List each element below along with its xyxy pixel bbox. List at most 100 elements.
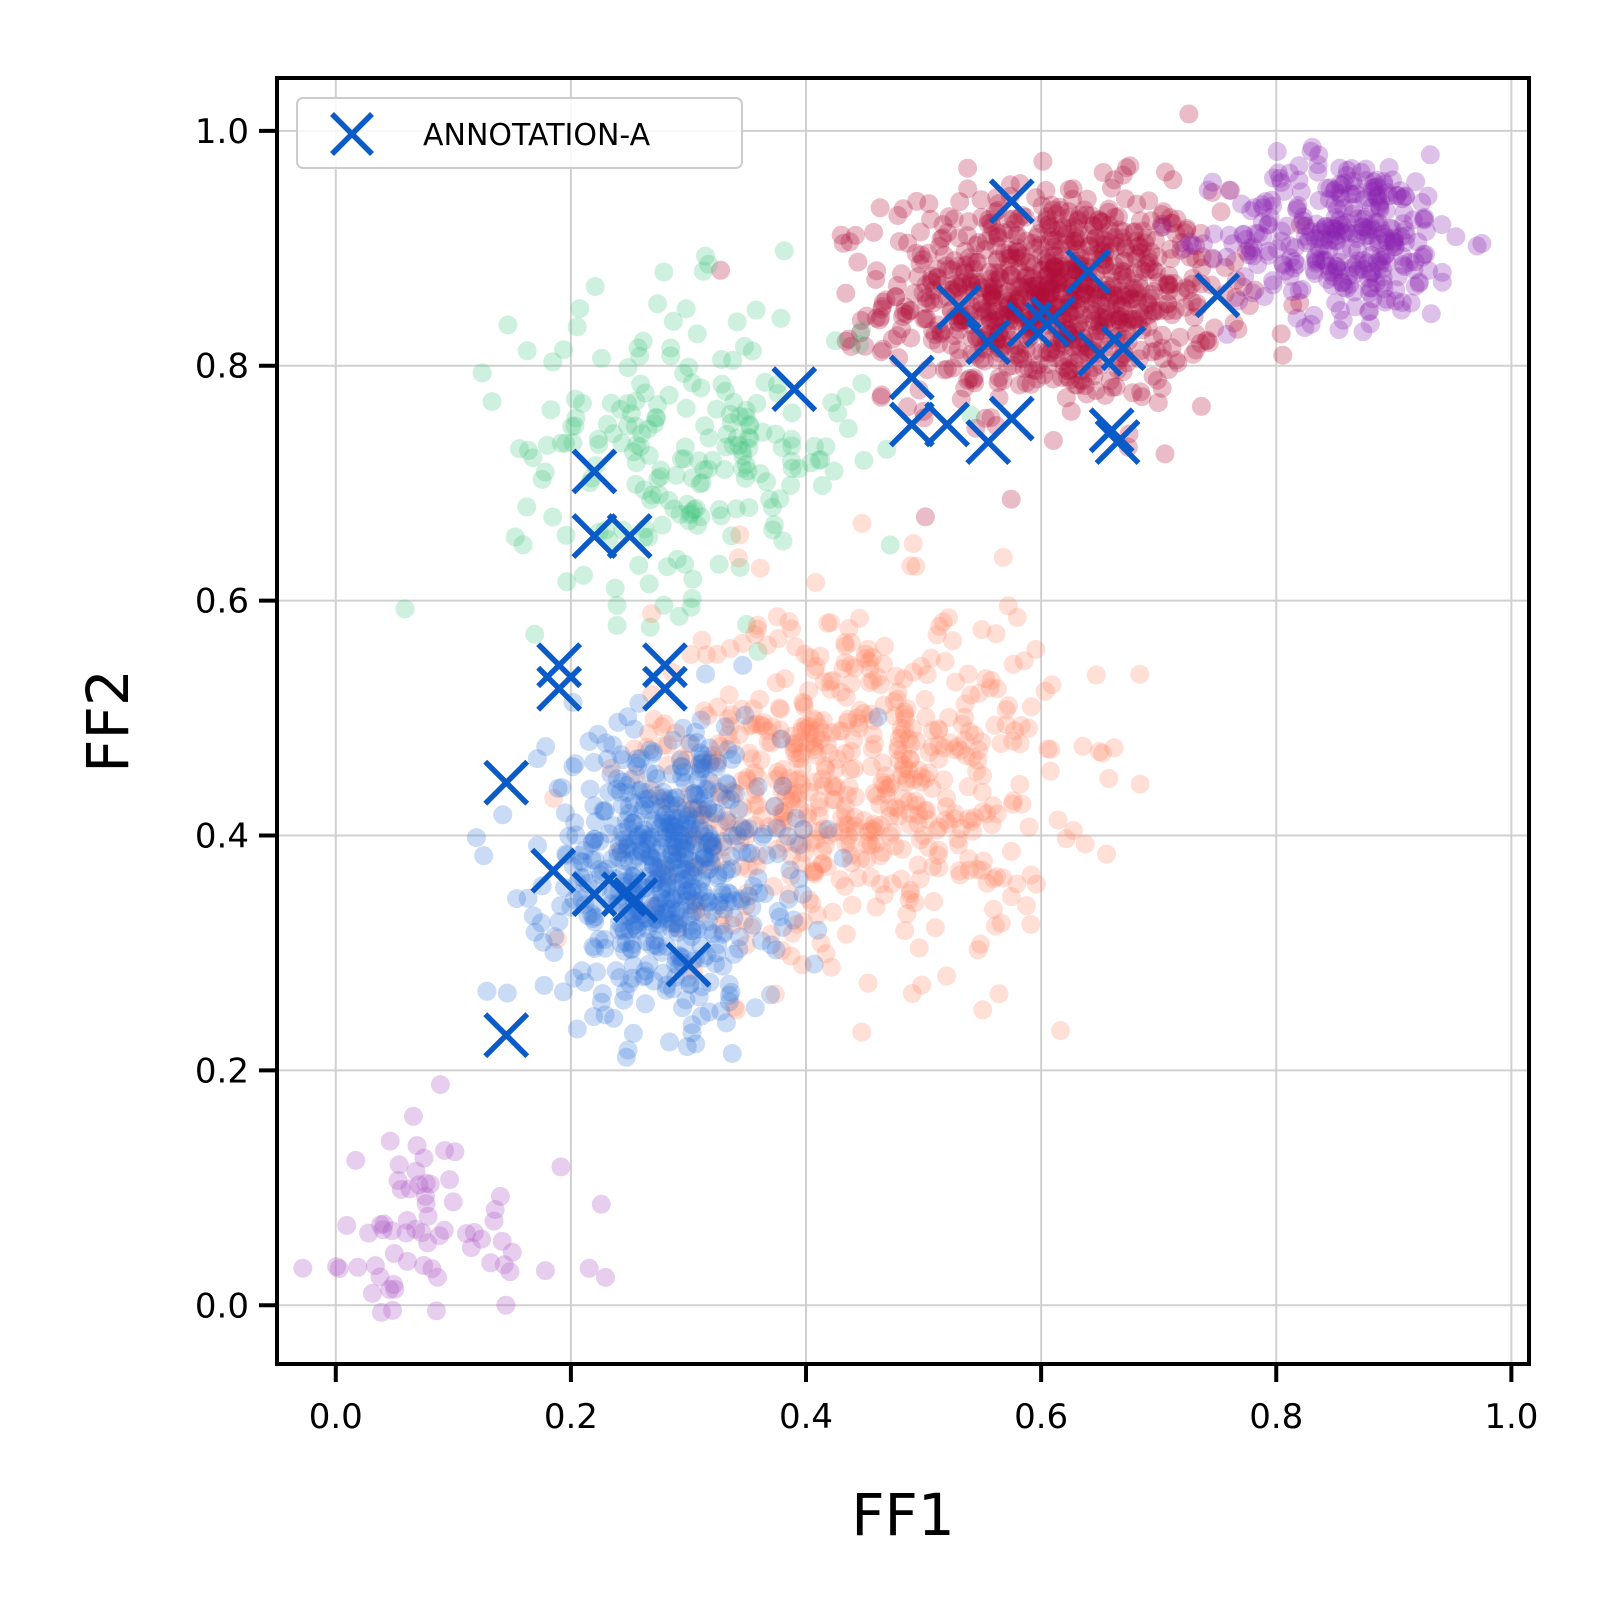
background-point [789, 835, 809, 855]
background-point [896, 304, 916, 324]
background-point [823, 670, 843, 690]
y-tick-label: 0.4 [195, 817, 249, 857]
background-point [989, 368, 1009, 388]
background-point [934, 245, 954, 265]
background-point [1404, 260, 1424, 280]
background-point [1057, 256, 1077, 276]
background-point [1040, 284, 1060, 304]
background-point [955, 694, 975, 714]
background-point [1285, 238, 1305, 258]
background-point [1079, 285, 1099, 305]
background-point [1041, 278, 1061, 298]
background-point [1152, 378, 1172, 398]
background-points [293, 104, 1492, 1322]
background-point [757, 845, 777, 865]
background-point [1432, 272, 1452, 292]
background-point [1358, 268, 1378, 288]
background-point [1071, 320, 1091, 340]
background-point [1345, 297, 1365, 317]
background-point [613, 750, 633, 770]
background-point [771, 308, 791, 328]
background-point [1127, 291, 1147, 311]
background-point [867, 261, 887, 281]
background-point [828, 403, 848, 423]
background-point [1139, 191, 1159, 211]
background-point [715, 717, 735, 737]
background-point [994, 305, 1014, 325]
background-point [730, 927, 750, 947]
background-point [877, 779, 897, 799]
background-point [917, 665, 937, 685]
background-point [1191, 396, 1211, 416]
background-point [1058, 260, 1078, 280]
background-point [988, 226, 1008, 246]
background-point [1384, 234, 1403, 254]
background-point [1001, 265, 1021, 285]
background-point [1041, 218, 1061, 237]
background-point [1401, 293, 1421, 313]
background-point [956, 255, 975, 275]
background-point [1342, 184, 1362, 204]
background-point [565, 813, 585, 833]
background-point [1329, 252, 1349, 272]
background-point [1010, 348, 1030, 368]
background-point [1252, 195, 1272, 215]
background-point [975, 240, 995, 260]
background-point [675, 773, 695, 793]
background-point [1301, 141, 1321, 161]
background-point [1264, 168, 1283, 188]
background-point [1180, 232, 1200, 252]
background-point [1051, 367, 1071, 387]
background-point [1385, 232, 1405, 252]
background-point [1467, 236, 1487, 256]
background-point [1289, 156, 1309, 176]
background-point [1062, 235, 1082, 255]
background-point [735, 468, 755, 488]
background-point [739, 427, 759, 447]
background-point [939, 260, 959, 280]
background-point [687, 324, 707, 344]
background-point [1014, 651, 1034, 671]
background-point [1139, 259, 1159, 279]
background-point [1058, 367, 1078, 387]
background-point [1035, 286, 1055, 306]
background-point [698, 459, 718, 479]
background-point [770, 489, 790, 509]
background-point [747, 766, 767, 786]
background-point [895, 705, 914, 725]
background-point [1249, 224, 1268, 243]
background-point [864, 783, 884, 803]
background-point [1010, 286, 1029, 306]
background-point [1064, 232, 1084, 251]
background-point [873, 339, 893, 359]
background-point [1115, 251, 1135, 271]
background-point [1299, 231, 1319, 251]
background-point [1003, 654, 1023, 674]
background-point [949, 861, 969, 881]
background-point [945, 809, 965, 829]
background-point [608, 712, 628, 732]
background-point [948, 256, 968, 276]
background-point [1243, 237, 1263, 257]
background-point [707, 751, 727, 771]
background-point [657, 557, 677, 577]
background-point [1369, 195, 1389, 215]
background-point [1152, 338, 1172, 358]
background-point [794, 694, 814, 714]
background-point [887, 276, 907, 295]
background-point [1219, 180, 1239, 200]
background-point [1001, 248, 1021, 268]
background-point [1016, 265, 1036, 285]
background-point [966, 253, 986, 272]
background-point [434, 1220, 454, 1240]
background-point [927, 268, 947, 288]
background-point [1009, 289, 1029, 309]
background-point [1419, 261, 1438, 280]
background-point [1104, 170, 1124, 190]
background-point [977, 315, 997, 335]
background-point [1114, 344, 1134, 363]
background-point [639, 527, 659, 547]
background-point [766, 769, 786, 789]
background-point [676, 860, 696, 879]
background-point [1343, 171, 1363, 191]
